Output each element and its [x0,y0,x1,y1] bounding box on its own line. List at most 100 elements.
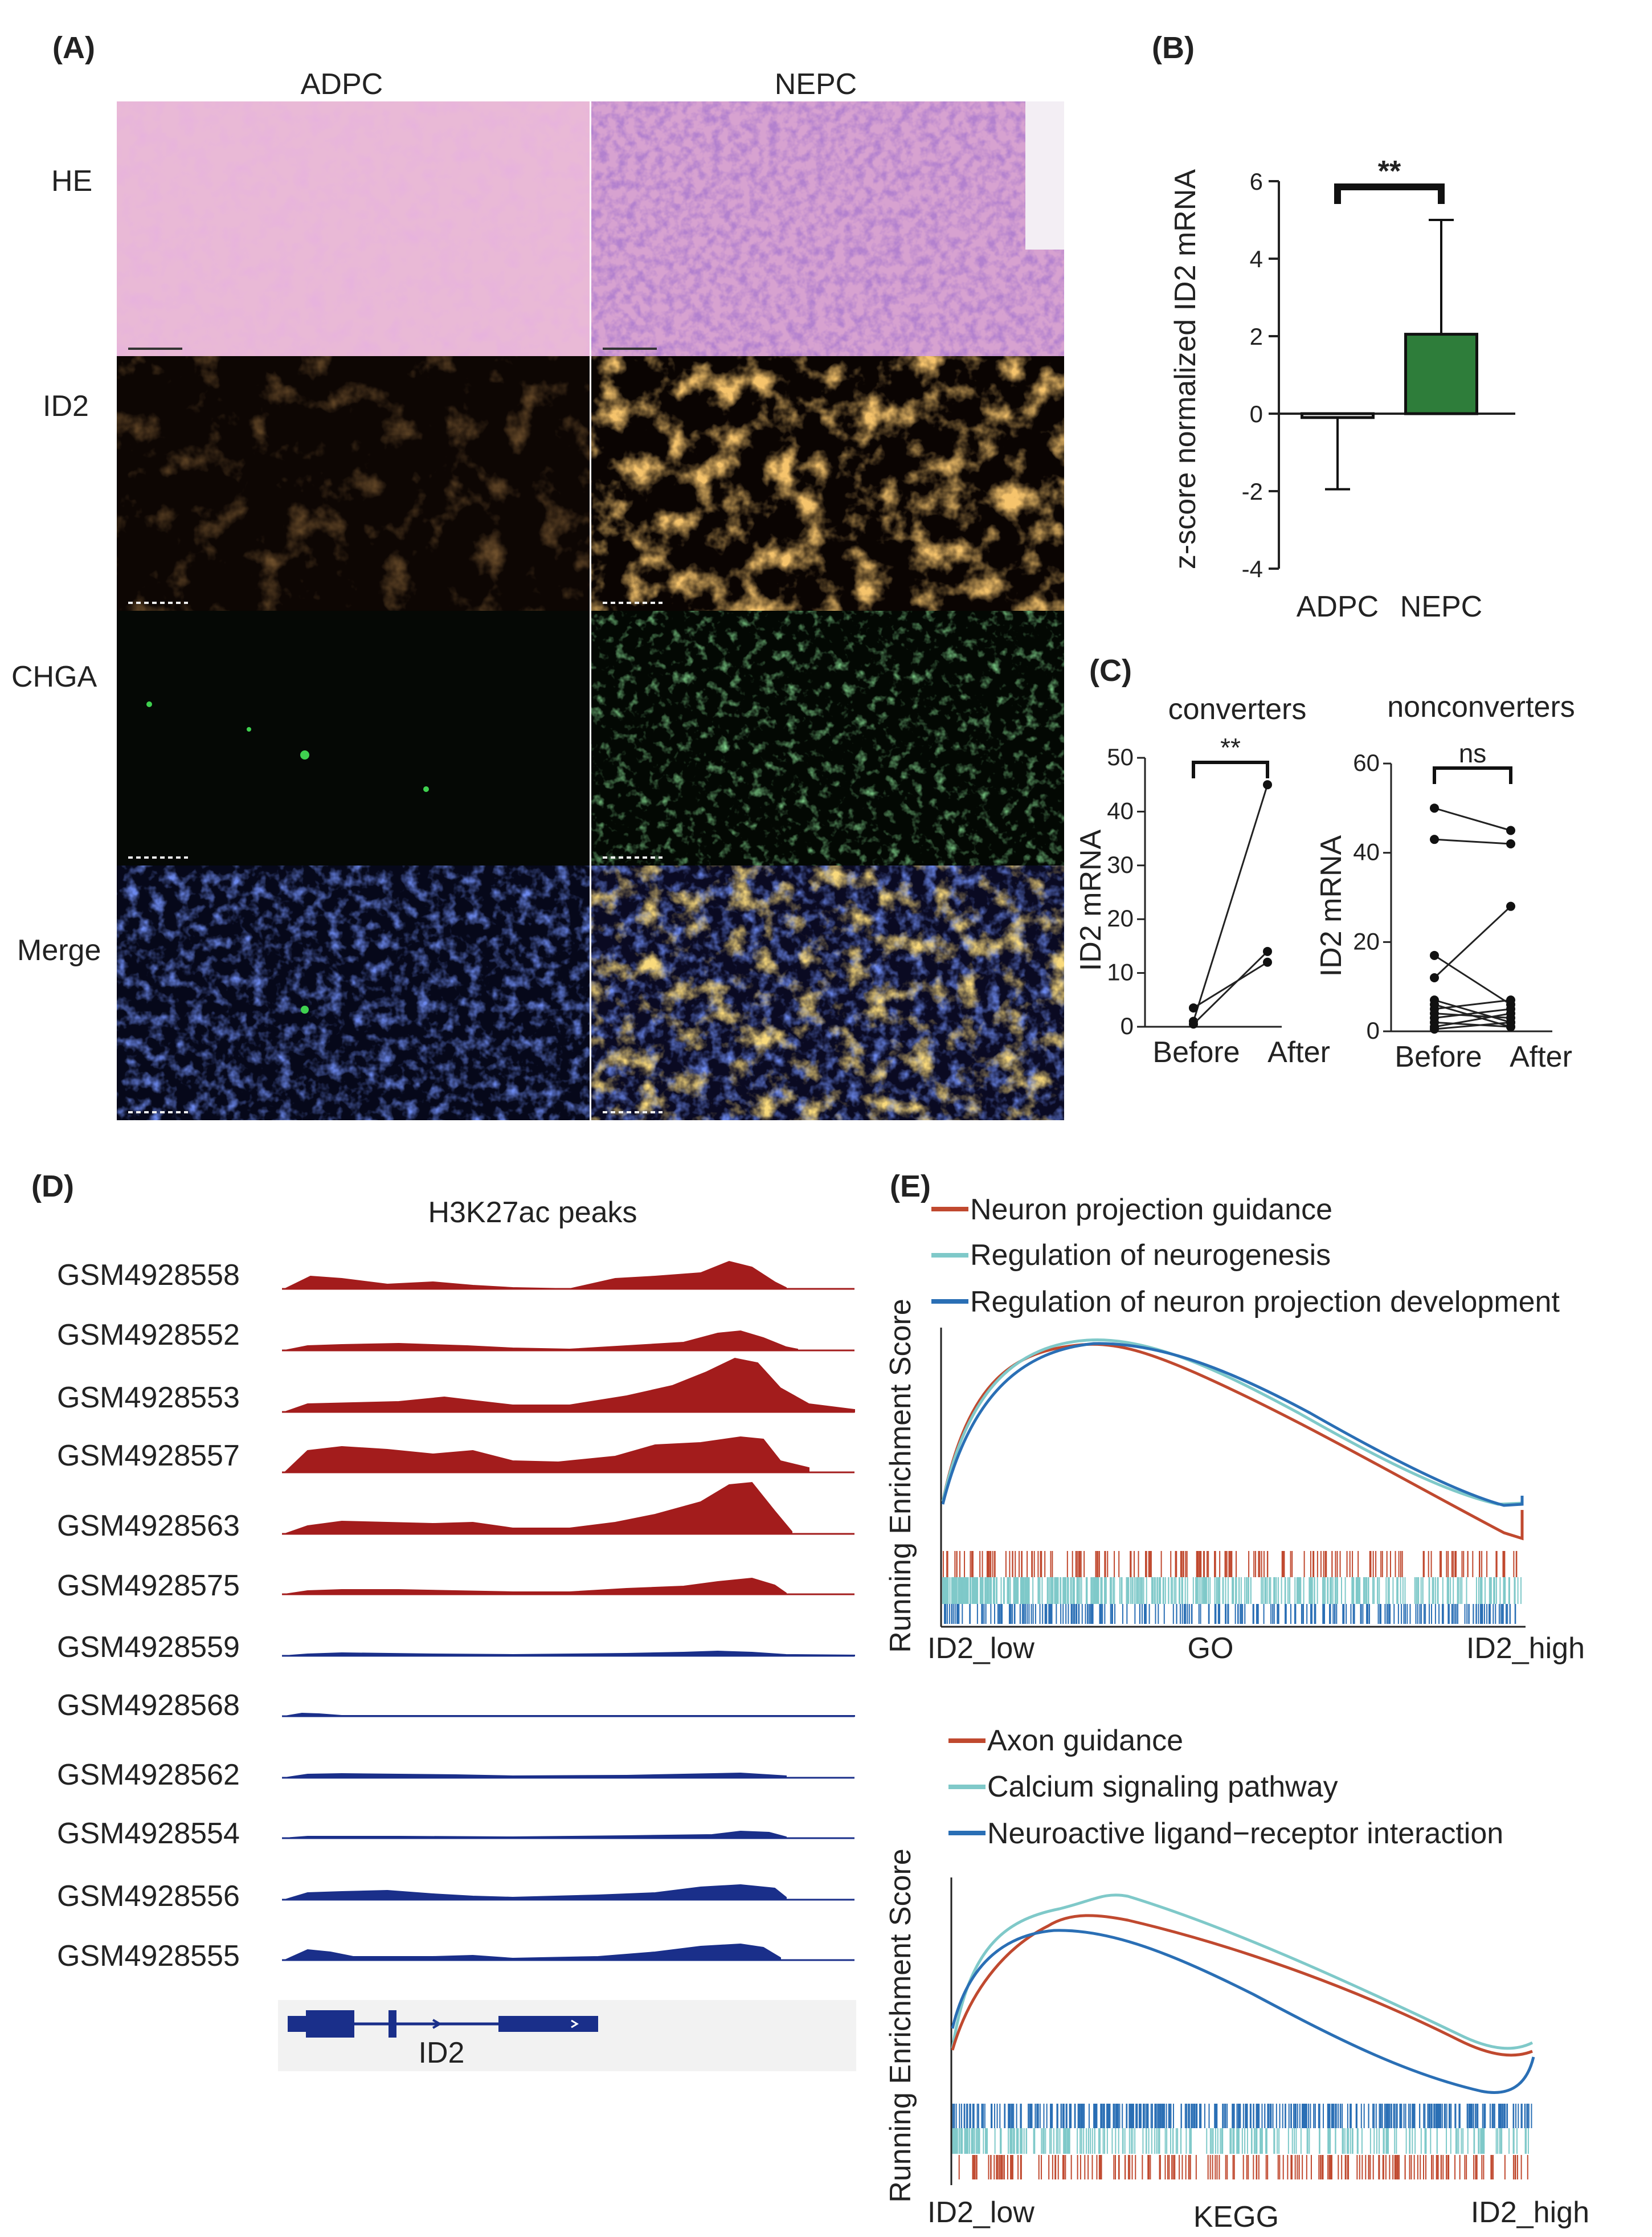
track-signal-gsm4928558 [284,1260,787,1290]
c1-xtick-after: After [1267,1036,1330,1069]
c2-point-before [1430,973,1439,982]
track-label-gsm4928558: GSM4928558 [57,1259,240,1292]
c1-ytick-label: 10 [1107,959,1134,986]
gsea-kegg: Axon guidance Calcium signaling pathway … [884,1724,1589,2234]
c1-significance-label: ** [1220,733,1241,762]
image-id2-nepc [591,356,1064,611]
image-merge-adpc [117,866,590,1120]
image-chga-adpc [117,611,590,866]
track-label-gsm4928559: GSM4928559 [57,1631,240,1664]
c2-point-before [1430,1024,1439,1034]
panel-b-ylabel: z-score normalized ID2 mRNA [1169,169,1202,569]
c2-pair-line [1433,905,1512,979]
panel-c-letter: (C) [1089,654,1132,688]
c1-ytick-label: 50 [1107,744,1134,770]
c2-ytick-label: 20 [1353,928,1380,954]
panel-d-title: H3K27ac peaks [428,1196,637,1229]
c1-ytick-label: 30 [1107,851,1134,878]
c1-point-before [1189,1019,1198,1029]
track-label-gsm4928562: GSM4928562 [57,1758,240,1791]
kegg-ylabel: Running Enrichment Score [884,1848,917,2202]
panel-c: (C) converters nonconverters ID2 mRNA ID… [1074,654,1575,1073]
kegg-curve-axon-guidance [951,1914,1533,2057]
panel-b-letter: (B) [1152,31,1195,65]
c2-pair-line [1434,807,1511,831]
b-significance-bracket [1334,183,1445,204]
c2-significance-label: ns [1459,738,1487,768]
gene-model-id2 [288,2010,598,2038]
panel-a: (A) ADPC NEPC HE ID2 CHGA Merge [11,31,1064,1120]
kegg-legend-label-2: Neuroactive ligand−receptor interaction [987,1817,1503,1850]
go-legend: Neuron projection guidance Regulation of… [931,1193,1560,1318]
c2-ytick-label: 0 [1367,1017,1380,1044]
kegg-legend-label-1: Calcium signaling pathway [987,1770,1338,1803]
c2-point-after [1506,1009,1515,1018]
b-ytick-label: 2 [1250,323,1263,350]
kegg-x-right: ID2_high [1471,2196,1589,2229]
gene-label: ID2 [419,2036,465,2069]
track-signal-gsm4928557 [283,1436,809,1473]
panel-c-title-converters: converters [1168,693,1307,726]
c2-xtick-after: After [1510,1040,1572,1073]
b-ytick-label: 0 [1250,401,1263,427]
track-label-gsm4928568: GSM4928568 [57,1689,240,1722]
c2-point-before [1430,835,1439,844]
track-label-gsm4928563: GSM4928563 [57,1509,240,1542]
go-rug-plot [942,1551,1522,1624]
c2-point-before [1430,803,1439,813]
c1-point-before [1189,1003,1198,1013]
image-merge-nepc [591,866,1064,1120]
row-label-merge: Merge [17,934,101,967]
go-x-right: ID2_high [1466,1632,1585,1665]
track-label-gsm4928557: GSM4928557 [57,1439,240,1472]
panel-b: (B) z-score normalized ID2 mRNA 6 4 2 0 -2 -4… [1152,31,1515,623]
c1-point-after [1263,957,1272,967]
gsea-go: Neuron projection guidance Regulation of… [884,1193,1585,1665]
c1-point-after [1263,946,1272,956]
track-label-gsm4928553: GSM4928553 [57,1381,240,1414]
track-signal-gsm4928575 [284,1577,787,1595]
track-area [278,1219,856,2000]
go-xlabel: GO [1188,1632,1234,1665]
kegg-x-left: ID2_low [927,2196,1034,2229]
col-label-nepc: NEPC [775,68,857,101]
b-xtick-label: NEPC [1400,590,1482,623]
b-xtick-label: ADPC [1297,590,1379,623]
c2-pair-line [1434,1008,1511,1019]
c2-pair-line [1434,1021,1511,1028]
kegg-curve-calcium-signaling [951,1893,1534,2050]
b-ytick-label: 6 [1250,168,1263,195]
panel-b-plot: 6 4 2 0 -2 -4 ADPC NEPC ** [1242,155,1515,623]
panel-c-plot-nonconverters: 60 40 20 0 Before After ns [1353,738,1572,1073]
panel-d: (D) H3K27ac peaks GSM4928558GSM4928552GS… [31,1169,856,2071]
track-signal-gsm4928553 [284,1357,855,1413]
panel-d-tracks: GSM4928558 GSM4928552 GSM4928553 GSM4928557… [57,1259,855,1973]
go-legend-label-1: Regulation of neurogenesis [970,1239,1331,1272]
c2-xtick-before: Before [1395,1040,1482,1073]
c1-ytick-label: 40 [1107,797,1134,824]
c1-pair-line [1192,950,1269,1025]
panel-c-title-nonconverters: nonconverters [1387,691,1575,724]
c1-xtick-before: Before [1152,1036,1240,1069]
c2-point-before [1430,1000,1439,1009]
c2-pair-line [1434,954,1511,1006]
c2-point-after [1506,901,1515,911]
kegg-legend: Axon guidance Calcium signaling pathway … [948,1724,1503,1850]
go-x-left: ID2_low [927,1632,1034,1665]
b-bar-adpc [1301,412,1375,419]
kegg-xlabel: KEGG [1193,2201,1279,2234]
panel-d-letter: (D) [31,1169,74,1203]
b-ytick-label: 4 [1250,246,1263,272]
c2-pair-line [1434,1003,1511,1028]
panel-c-ylabel-converters: ID2 mRNA [1074,829,1107,971]
panel-a-letter: (A) [52,31,95,65]
track-signal-gsm4928563 [284,1481,792,1534]
track-label-gsm4928555: GSM4928555 [57,1940,240,1973]
track-label-gsm4928554: GSM4928554 [57,1817,240,1850]
track-label-gsm4928552: GSM4928552 [57,1318,240,1352]
b-significance-label: ** [1378,155,1401,188]
track-signal-gsm4928562 [284,1772,787,1778]
c2-pair-line [1434,999,1511,1023]
track-signal-gsm4928568 [284,1712,855,1717]
